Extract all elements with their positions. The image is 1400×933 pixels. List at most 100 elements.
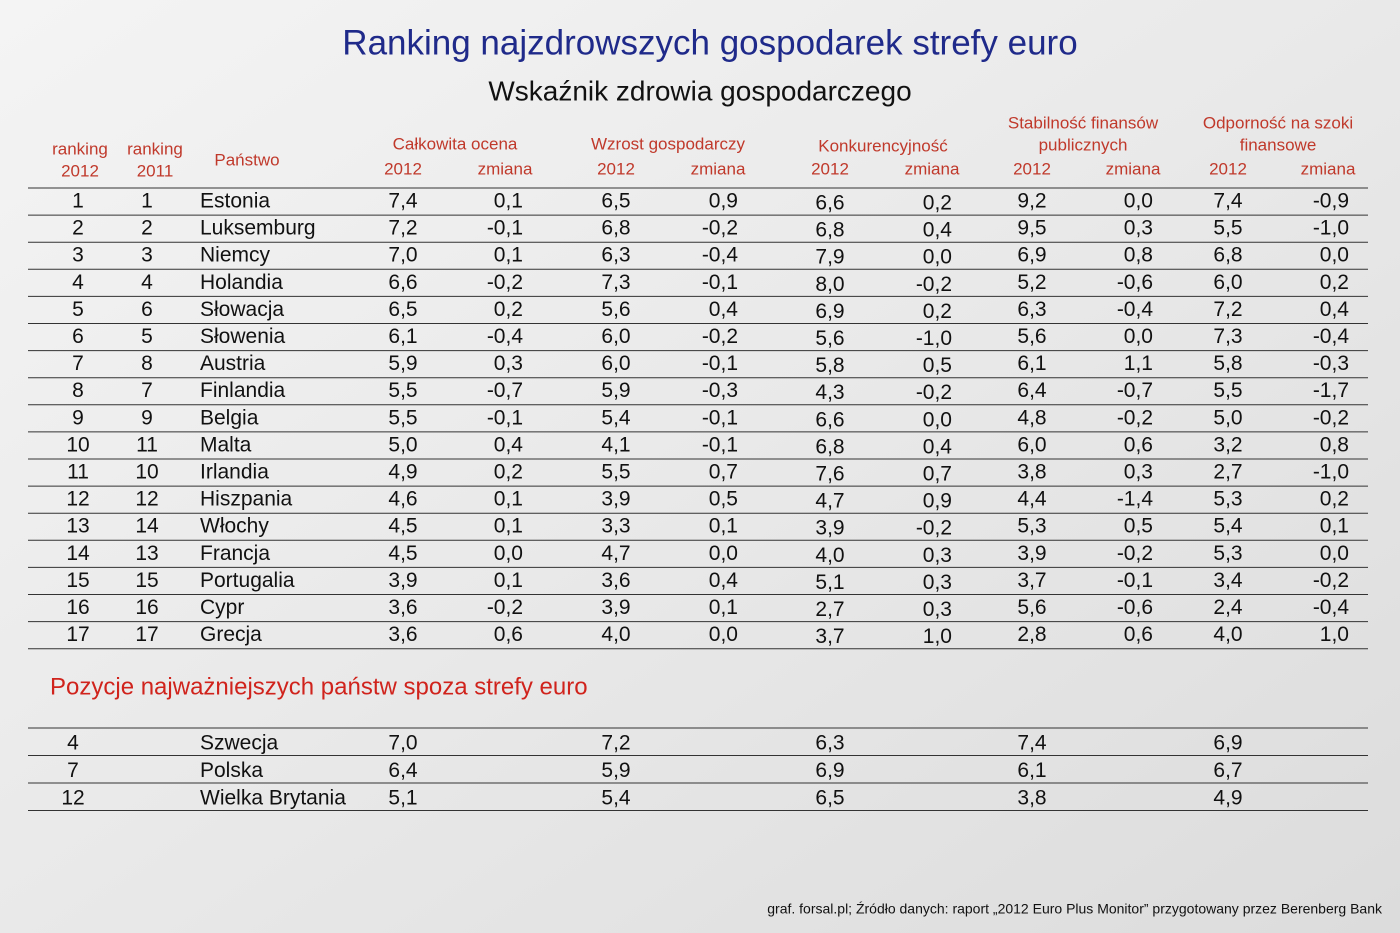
sub-head: zmiana <box>905 159 960 178</box>
cell: 7,2 <box>1213 298 1242 321</box>
cell: 2,7 <box>1213 461 1242 484</box>
cell: Hiszpania <box>200 488 293 511</box>
cell: 7,0 <box>388 732 417 755</box>
cell: 14 <box>135 515 159 538</box>
cell: 1,0 <box>1320 623 1349 646</box>
cell: 2,4 <box>1213 596 1243 619</box>
cell: 13 <box>66 515 89 538</box>
cell: Niemcy <box>200 244 271 267</box>
cell: 3 <box>72 244 84 267</box>
cell: 6,1 <box>1017 759 1046 782</box>
cell: -0,3 <box>1313 352 1349 375</box>
cell: 0,0 <box>1320 542 1349 565</box>
cell: Szwecja <box>200 732 279 755</box>
cell: 6,4 <box>1017 379 1047 402</box>
cell: -0,2 <box>487 596 523 619</box>
cell: 9,5 <box>1017 217 1046 240</box>
cell: 7,2 <box>601 732 630 755</box>
cell: -0,2 <box>487 271 523 294</box>
cell: 6,8 <box>601 217 630 240</box>
cell: 3,4 <box>1213 569 1243 592</box>
cell: 6,3 <box>601 244 630 267</box>
cell: 0,1 <box>494 488 523 511</box>
cell: 5,3 <box>1017 515 1046 538</box>
cell: -0,1 <box>1117 569 1153 592</box>
cell: -1,4 <box>1117 488 1154 511</box>
cell: 4,0 <box>815 544 844 567</box>
cell: -0,2 <box>702 325 738 348</box>
cell: Włochy <box>200 515 269 538</box>
subtitle: Wskaźnik zdrowia gospodarczego <box>488 75 911 106</box>
cell: Austria <box>200 352 266 375</box>
cell: 0,1 <box>494 190 523 213</box>
cell: 6,0 <box>601 325 630 348</box>
sub-head: 2012 <box>597 159 635 178</box>
cell: 0,2 <box>1320 488 1349 511</box>
cell: 6,0 <box>601 352 630 375</box>
cell: 6,6 <box>815 408 844 431</box>
cell: 3,7 <box>1017 569 1046 592</box>
cell: Wielka Brytania <box>200 787 346 810</box>
cell: -0,2 <box>1313 406 1349 429</box>
cell: 0,8 <box>1320 433 1349 456</box>
cell: 0,0 <box>923 246 952 269</box>
cell: 2,7 <box>815 598 844 621</box>
cell: -0,2 <box>916 517 952 540</box>
cell: 0,0 <box>1124 190 1153 213</box>
cell: 0,4 <box>923 435 953 458</box>
cell: 7 <box>67 759 79 782</box>
cell: 6,4 <box>388 759 418 782</box>
cell: 6,9 <box>1017 244 1046 267</box>
cell: 4,5 <box>388 542 417 565</box>
cell: -1,0 <box>916 327 952 350</box>
cell: 0,2 <box>923 300 952 323</box>
cell: -0,2 <box>1313 569 1349 592</box>
cell: 7,0 <box>388 244 417 267</box>
cell: 6,5 <box>601 190 630 213</box>
cell: Belgia <box>200 406 259 429</box>
cell: 5,9 <box>601 379 630 402</box>
cell: 4 <box>67 732 79 755</box>
cell: 7,3 <box>601 271 630 294</box>
cell: 0,4 <box>709 569 739 592</box>
cell: 6 <box>72 325 84 348</box>
cell: 6,8 <box>815 435 844 458</box>
cell: 4,9 <box>1213 787 1242 810</box>
cell: 4,7 <box>601 542 630 565</box>
cell: -0,1 <box>702 271 738 294</box>
cell: 5,8 <box>1213 352 1242 375</box>
cell: 0,2 <box>923 192 952 215</box>
cell: 11 <box>67 461 89 484</box>
cell: 4,4 <box>1017 488 1047 511</box>
cell: 1,1 <box>1124 352 1153 375</box>
cell: 17 <box>135 623 158 646</box>
cell: 5,8 <box>815 354 844 377</box>
cell: 3,9 <box>815 517 844 540</box>
cell: 9,2 <box>1017 190 1046 213</box>
cell: 6,6 <box>815 192 844 215</box>
cell: 6,7 <box>1213 759 1242 782</box>
title: Ranking najzdrowszych gospodarek strefy … <box>342 23 1077 62</box>
cell: Holandia <box>200 271 283 294</box>
cell: 1 <box>141 190 153 213</box>
cell: 3,7 <box>815 625 844 648</box>
cell: 0,7 <box>709 461 738 484</box>
cell: 7,9 <box>815 246 844 269</box>
cell: Finlandia <box>200 379 286 402</box>
cell: 3,8 <box>1017 787 1046 810</box>
cell: 3,2 <box>1213 433 1242 456</box>
cell: 15 <box>135 569 158 592</box>
cell: 5,6 <box>1017 596 1046 619</box>
cell: 0,2 <box>494 298 523 321</box>
cell: -0,4 <box>1117 298 1154 321</box>
cell: Luksemburg <box>200 217 316 240</box>
cell: 4,0 <box>1213 623 1242 646</box>
cell: -1,0 <box>1313 217 1349 240</box>
cell: 0,0 <box>1320 244 1349 267</box>
cell: 6,1 <box>388 325 417 348</box>
cell: 7,4 <box>1213 190 1243 213</box>
cell: 0,2 <box>494 461 523 484</box>
cell: 10 <box>135 461 158 484</box>
